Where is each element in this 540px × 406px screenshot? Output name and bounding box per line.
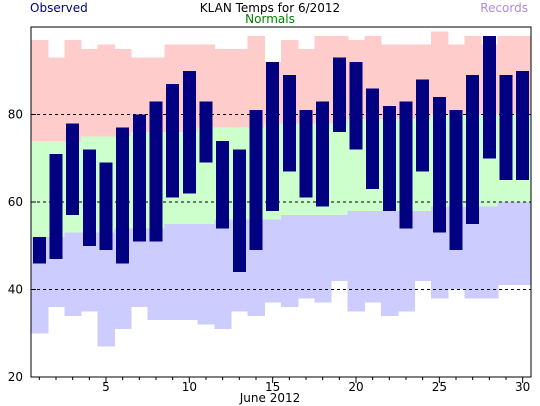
record-low-band-day-8 [147,228,165,321]
record-low-band-day-4 [81,232,99,312]
observed-bar-day-3 [66,123,80,216]
legend-observed: Observed [30,1,88,15]
record-high-band-day-2 [47,57,65,141]
chart-title: KLAN Temps for 6/2012 [199,1,341,15]
legend-normals: Normals [245,12,295,26]
observed-bar-day-21 [366,88,380,189]
record-high-band-day-22 [381,44,399,119]
record-high-band-day-1 [31,40,49,141]
normal-band-day-19 [331,123,349,216]
record-low-band-day-19 [331,215,349,281]
record-high-band-day-23 [397,44,415,119]
y-tick-label-40: 40 [8,283,23,297]
record-high-band-day-12 [214,48,232,128]
record-low-band-day-15 [264,219,282,303]
record-low-band-day-3 [64,232,82,316]
observed-bar-day-16 [282,75,296,172]
record-low-band-day-24 [414,210,432,281]
x-tick-label-15: 15 [265,380,280,394]
observed-bar-day-24 [416,79,430,172]
observed-bar-day-19 [332,57,346,132]
observed-bar-day-27 [466,75,480,224]
record-high-band-day-4 [81,48,99,137]
record-low-band-day-23 [397,210,415,312]
observed-bar-day-17 [299,110,313,198]
observed-bar-day-22 [382,105,396,211]
observed-bar-day-8 [149,101,163,242]
observed-bar-day-18 [316,101,330,207]
record-low-band-day-11 [197,223,215,325]
observed-bar-day-6 [116,127,130,264]
record-low-band-day-18 [314,215,332,303]
record-high-band-day-14 [247,35,265,128]
record-high-band-day-25 [431,31,449,115]
y-tick-label-80: 80 [8,108,23,122]
observed-bar-day-14 [249,110,263,251]
y-tick-label-20: 20 [8,370,23,384]
observed-bar-day-9 [166,83,180,198]
observed-bar-day-29 [499,75,513,181]
record-high-band-day-3 [64,40,82,141]
normal-band-day-1 [31,140,49,237]
x-tick-label-20: 20 [348,380,363,394]
x-tick-label-30: 30 [515,380,530,394]
x-tick-label-25: 25 [432,380,447,394]
record-high-band-day-13 [231,48,249,128]
observed-bar-day-1 [32,237,46,264]
record-low-band-day-16 [281,215,299,307]
observed-bar-day-4 [82,149,96,246]
record-low-band-day-9 [164,223,182,321]
record-high-band-day-5 [97,44,115,137]
observed-bar-day-11 [199,101,213,163]
observed-bar-day-2 [49,153,63,259]
observed-bar-day-12 [216,140,230,229]
observed-bar-day-15 [266,62,280,211]
observed-bar-day-20 [349,62,363,150]
observed-bar-day-7 [132,114,146,242]
record-high-band-day-7 [131,57,149,132]
record-low-band-day-5 [97,232,115,347]
observed-bar-day-26 [449,110,463,251]
observed-bar-day-23 [399,101,413,229]
observed-bar-day-25 [432,97,446,233]
observed-bar-day-30 [516,70,530,181]
record-low-band-day-12 [214,219,232,329]
record-high-band-day-6 [114,48,132,137]
record-low-band-day-28 [481,206,499,299]
record-high-band-day-26 [447,44,465,115]
record-low-band-day-20 [347,210,365,312]
record-low-band-day-17 [297,215,315,299]
record-low-band-day-21 [364,210,382,303]
legend-records: Records [480,1,528,15]
observed-bar-day-5 [99,162,113,251]
record-low-band-day-29 [497,202,515,286]
record-low-band-day-22 [381,210,399,316]
record-low-band-day-27 [464,206,482,299]
record-low-band-day-30 [514,202,532,286]
x-axis-label: June 2012 [239,391,301,405]
x-tick-label-10: 10 [182,380,197,394]
observed-bar-day-13 [232,149,246,272]
observed-bar-day-10 [182,70,196,194]
y-tick-label-60: 60 [8,195,23,209]
record-low-band-day-10 [181,223,199,321]
record-low-band-day-7 [131,228,149,307]
x-tick-label-5: 5 [102,380,110,394]
record-high-band-day-17 [297,48,315,124]
observed-bar-day-28 [482,35,496,159]
